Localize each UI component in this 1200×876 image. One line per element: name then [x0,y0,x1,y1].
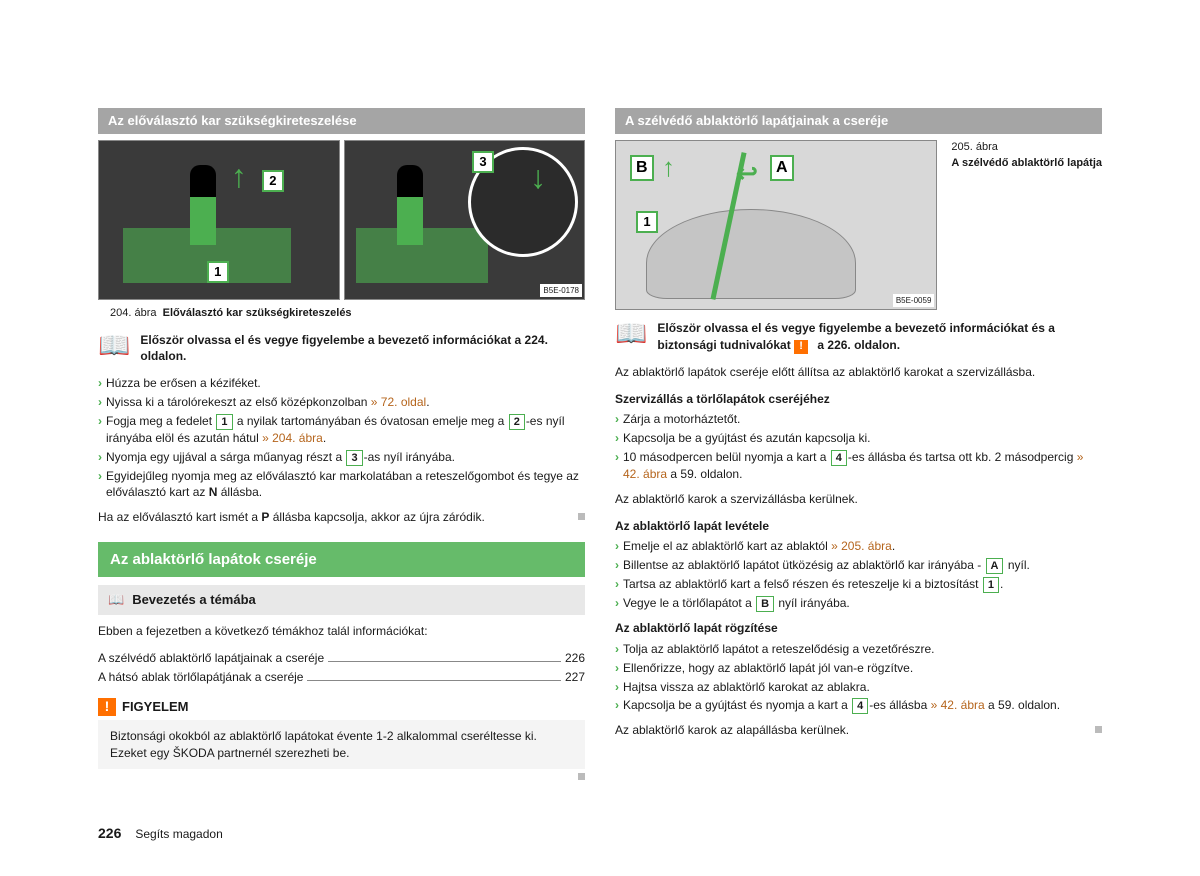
figure-205: B ↑ ↩ A 1 B5E-0059 [615,140,937,310]
warning-icon: ! [794,340,808,354]
manual-page: Az előválasztó kar szükségkireteszelése … [0,0,1200,876]
figure-code: B5E-0059 [893,294,935,307]
figure-204-right: ↓ 3 B5E-0178 [344,140,586,300]
figure-204-caption: 204. ábra Előválasztó kar szükségkiretes… [110,306,585,321]
list-item: ›Húzza be erősen a kéziféket. [98,375,585,392]
callout-2-icon: 2 [262,170,284,192]
list-item: ›Emelje el az ablaktörlő kart az ablaktó… [615,538,1102,555]
section-end-icon [578,513,585,520]
chapter-header-wipers: Az ablaktörlő lapátok cseréje [98,542,585,577]
page-number: 226 [98,824,121,844]
page-footer: 226 Segíts magadon [98,824,223,844]
list-item: ›Zárja a motorháztetőt. [615,411,1102,428]
section-header-selector-lever: Az előválasztó kar szükségkireteszelése [98,108,585,134]
intro-box: 📖 Először olvassa el és vegye figyelembe… [98,332,585,366]
callout-box-1: 1 [216,414,232,430]
list-item: ›Egyidejűleg nyomja meg az előválasztó k… [98,468,585,502]
callout-1-icon: 1 [636,211,658,233]
list-item: ›Tartsa az ablaktörlő kart a felső része… [615,576,1102,593]
book-icon: 📖 [98,332,130,358]
toc-entry: A szélvédő ablaktörlő lapátjainak a cser… [98,650,585,667]
figure-205-wrap: B ↑ ↩ A 1 B5E-0059 205. ábra A szélvédő … [615,140,1102,310]
warning-block: !FIGYELEM Biztonsági okokból az ablaktör… [98,698,585,770]
list-item: ›Billentse az ablaktörlő lapátot ütközés… [615,557,1102,574]
warning-icon: ! [98,698,116,716]
callout-box-3: 3 [346,450,362,466]
section-end-icon [1095,726,1102,733]
figure-205-caption: 205. ábra A szélvédő ablaktörlő lapátja [951,140,1102,310]
right-column: A szélvédő ablaktörlő lapátjainak a cser… [615,108,1102,846]
list-item: ›Tolja az ablaktörlő lapátot a reteszelő… [615,641,1102,658]
figure-204-row: ↑ 2 1 ↓ 3 B5E-0178 [98,140,585,300]
book-icon: 📖 [615,320,647,346]
list-item: ›10 másodpercen belül nyomja a kart a 4-… [615,449,1102,483]
procedure-list: ›Zárja a motorháztetőt. ›Kapcsolja be a … [615,411,1102,482]
callout-a-icon: A [770,155,794,181]
book-icon: 📖 [108,591,124,609]
list-item: ›Ellenőrizze, hogy az ablaktörlő lapát j… [615,660,1102,677]
list-item: ›Nyomja egy ujjával a sárga műanyag rész… [98,449,585,466]
section-end-icon [578,773,585,780]
list-item: ›Vegye le a törlőlapátot a B nyíl irányá… [615,595,1102,612]
left-column: Az előválasztó kar szükségkireteszelése … [98,108,585,846]
procedure-list: ›Tolja az ablaktörlő lapátot a reteszelő… [615,641,1102,714]
list-item: ›Kapcsolja be a gyújtást és nyomja a kar… [615,697,1102,714]
paragraph: Az ablaktörlő karok a szervizállásba ker… [615,491,1102,508]
section-header-wiper-replace: A szélvédő ablaktörlő lapátjainak a cser… [615,108,1102,134]
callout-1-icon: 1 [207,261,229,283]
callout-box-2: 2 [509,414,525,430]
warning-body: Biztonsági okokból az ablaktörlő lapátok… [98,720,585,770]
procedure-list: ›Húzza be erősen a kéziféket. ›Nyissa ki… [98,375,585,501]
list-item: ›Nyissa ki a tárolórekeszt az első közép… [98,394,585,411]
subheading: Az ablaktörlő lapát rögzítése [615,620,1102,637]
footer-text: Segíts magadon [135,826,222,843]
callout-3-icon: 3 [472,151,494,173]
figure-code: B5E-0178 [540,284,582,297]
closing-paragraph: Ha az előválasztó kart ismét a P állásba… [98,509,585,526]
list-item: ›Hajtsa vissza az ablaktörlő karokat az … [615,679,1102,696]
toc-intro: Ebben a fejezetben a következő témákhoz … [98,623,585,640]
list-item: ›Kapcsolja be a gyújtást és azután kapcs… [615,430,1102,447]
intro-box: 📖 Először olvassa el és vegye figyelembe… [615,320,1102,354]
sub-header-intro: 📖 Bevezetés a témába [98,585,585,615]
paragraph: Az ablaktörlő karok az alapállásba kerül… [615,722,1102,739]
procedure-list: ›Emelje el az ablaktörlő kart az ablaktó… [615,538,1102,612]
list-item: ›Fogja meg a fedelet 1 a nyilak tartomán… [98,413,585,447]
subheading: Az ablaktörlő lapát levétele [615,518,1102,535]
figure-204-left: ↑ 2 1 [98,140,340,300]
subheading: Szervizállás a törlőlapátok cseréjéhez [615,391,1102,408]
paragraph: Az ablaktörlő lapátok cseréje előtt állí… [615,364,1102,381]
callout-b-icon: B [630,155,654,181]
toc-entry: A hátsó ablak törlőlapátjának a cseréje2… [98,669,585,686]
